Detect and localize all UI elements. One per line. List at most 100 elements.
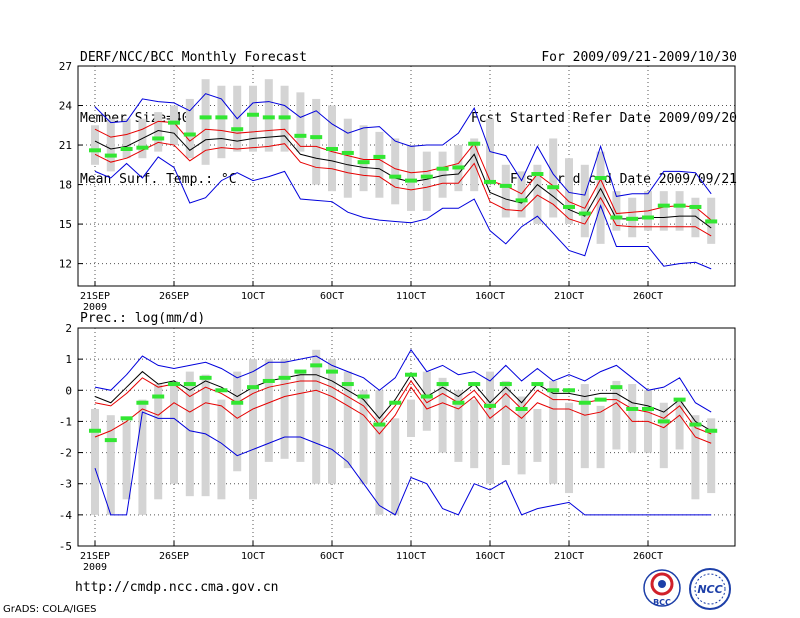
temp-median-mark [531, 172, 544, 177]
prec-median-mark [436, 382, 449, 387]
temp-median-mark [578, 211, 591, 216]
prec-median-mark [104, 438, 117, 443]
prec-x-tick-label: 11OCT [396, 551, 426, 562]
temp-box [659, 191, 668, 231]
prec-box [91, 408, 99, 515]
prec-box [170, 380, 178, 484]
prec-box [106, 415, 115, 515]
temp-median-mark [547, 185, 560, 190]
temp-median-mark [357, 160, 370, 165]
temp-box [359, 125, 368, 192]
temp-y-tick-label: 18 [59, 179, 72, 192]
temp-median-mark [610, 215, 623, 220]
temp-box [391, 138, 400, 205]
prec-median-mark [405, 372, 417, 377]
forecast-period: For 2009/09/21-2009/10/30 [541, 50, 737, 65]
temp-box [375, 131, 384, 198]
prec-x-tick-label: 1OCT [241, 551, 265, 562]
prec-median-mark [247, 385, 259, 390]
prec-box [596, 405, 605, 469]
prec-box [580, 384, 589, 469]
prec-median-mark [310, 363, 323, 368]
prec-box [675, 399, 684, 450]
prec-max-line [94, 348, 712, 413]
temp-box [580, 164, 589, 238]
prec-box [659, 402, 668, 469]
prec-box [359, 390, 368, 484]
prec-y-tick-label: -2 [59, 447, 72, 460]
prec-box [438, 377, 447, 453]
temp-median-mark [468, 141, 481, 146]
temp-x-tick-label: 21SEP [80, 291, 110, 302]
prec-median-mark [594, 397, 607, 402]
prec-median-mark [499, 382, 512, 387]
temp-median-mark [326, 146, 338, 151]
temp-median-mark [89, 148, 101, 153]
temp-median-mark [563, 204, 575, 209]
temp-median-mark [673, 203, 686, 208]
grads-credit: GrADS: COLA/IGES [3, 604, 97, 615]
temp-median-mark [499, 183, 512, 188]
prec-median-mark [262, 378, 275, 383]
prec-x-tick-label: 21OCT [554, 551, 584, 562]
temp-median-mark [689, 204, 702, 209]
bcc-logo-icon: BCC [643, 569, 681, 607]
prec-box [486, 371, 494, 484]
temp-x-tick-label: 21OCT [554, 291, 584, 302]
bcc-logo-text: BCC [653, 598, 671, 607]
prec-median-mark [278, 375, 291, 380]
temp-box [201, 79, 210, 165]
prec-median-mark [420, 394, 433, 399]
temp-x-tick-label: 11OCT [396, 291, 426, 302]
ncc-logo-text: NCC [697, 583, 722, 596]
prec-box [343, 371, 352, 469]
header-right: For 2009/09/21-2009/10/30 Fcst Started R… [471, 8, 737, 211]
prec-box [280, 359, 289, 459]
prec-median-mark [657, 419, 670, 424]
prec-box [154, 384, 163, 500]
prec-median-mark [373, 422, 386, 427]
temp-box [675, 191, 684, 231]
temp-median-mark [373, 154, 386, 159]
temp-box [565, 158, 573, 225]
temp-std-high-line [94, 120, 712, 221]
temp-median-mark [294, 133, 307, 138]
prec-median-mark [341, 382, 354, 387]
prec-median-mark [515, 406, 528, 411]
prec-box [264, 359, 273, 462]
prec-x-tick-label: 16OCT [475, 551, 505, 562]
temp-median-mark [341, 150, 354, 155]
temp-median-mark [152, 136, 165, 141]
prec-median-mark [673, 397, 686, 402]
refer-date: Fcst Started Refer Date 2009/09/20 [470, 111, 737, 126]
temp-y-tick-label: 27 [59, 60, 72, 73]
temp-median-mark [389, 174, 402, 179]
temp-box [691, 197, 700, 238]
prec-median-mark [326, 369, 338, 374]
prec-median-mark [452, 400, 465, 405]
prec-y-tick-label: 2 [65, 322, 72, 335]
prec-box [233, 371, 242, 472]
temp-y-tick-label: 24 [59, 100, 73, 113]
temp-median-mark [515, 198, 528, 203]
prec-box [312, 349, 321, 484]
variable-label-precip: Prec.: log(mm/d) [80, 311, 205, 326]
temp-y-tick-label: 15 [59, 218, 72, 231]
temp-y-tick-label: 21 [59, 139, 72, 152]
prec-box [375, 390, 384, 515]
temp-median-mark [436, 166, 449, 171]
prec-median-mark [215, 388, 228, 393]
prec-median-mark [484, 403, 496, 408]
prec-y-tick-label: -5 [59, 540, 72, 553]
prec-box [533, 408, 542, 462]
temp-box [612, 191, 621, 231]
temp-box [249, 85, 257, 152]
temp-box [517, 171, 526, 218]
temp-median-mark [626, 216, 639, 221]
source-url[interactable]: http://cmdp.ncc.cma.gov.cn [75, 580, 279, 595]
prec-median-mark [563, 388, 575, 393]
temp-median-mark [310, 135, 323, 140]
temp-x-tick-label: 26OCT [633, 291, 663, 302]
variable-label-temperature: Mean Surf. Temp.: °C [80, 172, 237, 187]
